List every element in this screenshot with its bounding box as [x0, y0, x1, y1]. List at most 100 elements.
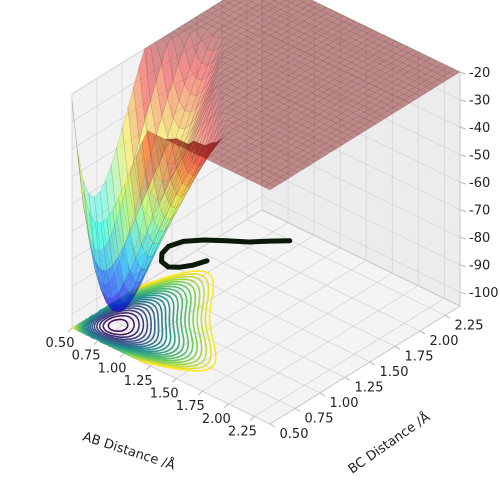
surface-facet [272, 126, 286, 133]
surface-facet [349, 20, 362, 28]
surface-facet [262, 10, 276, 17]
surface-facet [329, 116, 343, 124]
surface-facet [111, 266, 124, 299]
surface-facet [218, 50, 232, 60]
grid-z-left [71, 140, 263, 260]
surface-facet [321, 57, 335, 64]
surface-facet [291, 166, 305, 173]
surface-facet [223, 28, 237, 35]
grid-z-left [71, 195, 263, 315]
surface-facet [334, 100, 348, 108]
surface-facet [174, 161, 187, 191]
surface-facet [215, 104, 228, 122]
surface-facet [140, 251, 153, 282]
surface-facet [158, 217, 171, 232]
surface-facet [402, 65, 415, 73]
surface-facet [193, 149, 207, 157]
surface-facet [235, 33, 248, 41]
surface-facet [213, 62, 226, 78]
x-tick-mark [171, 378, 177, 383]
grid-z-left [71, 168, 263, 288]
surface-facet [308, 13, 322, 21]
surface-facet [317, 104, 331, 112]
surface-facet [251, 10, 264, 18]
surface-facet [268, 167, 282, 175]
surface-facet [330, 141, 344, 149]
surface-facet [179, 139, 192, 169]
surface-facet [187, 140, 201, 148]
surface-facet [150, 81, 163, 136]
surface-facet [323, 107, 337, 115]
surface-facet [262, 145, 275, 153]
surface-facet [111, 292, 125, 311]
surface-facet [282, 87, 296, 95]
surface-facet [210, 138, 223, 150]
surface-facet [350, 71, 364, 79]
surface-facet [309, 32, 322, 40]
grid-z-left [71, 0, 225, 95]
surface-facet [263, 16, 276, 24]
surface-facet [172, 34, 185, 65]
surface-facet [220, 100, 234, 108]
surface-facet [204, 130, 216, 157]
surface-facet [407, 61, 421, 69]
surface-facet [88, 234, 101, 284]
surface-facet [224, 53, 237, 61]
surface-facet [279, 141, 292, 149]
surface-facet [228, 5, 241, 13]
surface-facet [134, 269, 147, 296]
surface-facet [263, 177, 276, 184]
surface-facet [283, 100, 296, 108]
surface-facet [269, 44, 283, 52]
surface-facet [334, 94, 348, 102]
surface-facet [156, 196, 169, 227]
surface-facet [329, 97, 342, 105]
surface-facet [145, 215, 158, 238]
surface-facet [191, 131, 204, 160]
surface-facet [168, 163, 181, 191]
surface-facet [327, 59, 341, 67]
surface-facet [329, 122, 343, 130]
grid-x-floor [175, 260, 367, 379]
surface-facet [235, 39, 248, 47]
surface-facet [247, 0, 255, 3]
surface-facet [252, 48, 266, 56]
grid-z-left [71, 30, 263, 150]
surface-facet [263, 22, 276, 30]
surface-facet [184, 67, 197, 95]
surface-facet [375, 107, 388, 115]
surface-facet [264, 60, 278, 68]
surface-facet [295, 105, 308, 113]
surface-facet [179, 136, 192, 165]
surface-facet [244, 143, 258, 151]
surface-facet [192, 161, 205, 182]
surface-facet [175, 182, 188, 198]
surface-facet [407, 68, 421, 75]
surface-facet [396, 62, 409, 70]
surface-facet [355, 48, 369, 56]
surface-facet [227, 122, 240, 130]
surface-facet [374, 88, 387, 96]
surface-facet [366, 41, 380, 49]
surface-facet [307, 143, 321, 150]
surface-facet [77, 150, 90, 235]
surface-facet [268, 12, 282, 20]
surface-facet [380, 97, 394, 105]
surface-facet [265, 79, 278, 87]
surface-facet [229, 43, 243, 51]
surface-facet [275, 40, 288, 48]
surface-facet [369, 104, 382, 112]
surface-facet [362, 83, 376, 91]
surface-facet [296, 137, 309, 145]
surface-facet [229, 24, 242, 32]
surface-facet [221, 138, 235, 146]
surface-facet [246, 33, 260, 40]
surface-facet [274, 15, 288, 23]
surface-facet [322, 88, 336, 96]
y-tick-mark [419, 330, 426, 335]
surface-facet [360, 26, 374, 34]
surface-facet [326, 22, 339, 30]
surface-facet [134, 272, 147, 294]
surface-facet [340, 97, 353, 104]
surface-facet [362, 64, 375, 72]
